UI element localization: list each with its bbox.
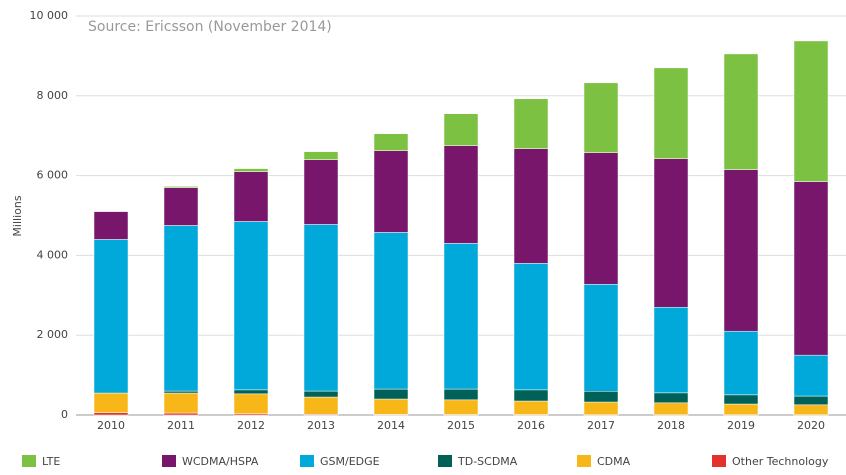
bar-segment [234, 221, 268, 389]
x-tick-label: 2012 [237, 419, 265, 432]
bar-segment [514, 401, 548, 415]
y-tick-label: 10 000 [30, 9, 69, 22]
bar-segment [304, 397, 338, 414]
x-tick-label: 2016 [517, 419, 545, 432]
x-tick-label: 2020 [797, 419, 825, 432]
bar-segment [304, 152, 338, 160]
x-tick-label: 2015 [447, 419, 475, 432]
x-tick-label: 2010 [97, 419, 125, 432]
bar-segment [724, 404, 758, 415]
bar-segment [444, 243, 478, 389]
x-tick-label: 2017 [587, 419, 615, 432]
bar-segment [584, 284, 618, 391]
legend-label: LTE [42, 455, 60, 468]
legend-label: CDMA [597, 455, 631, 468]
bar-segment [164, 186, 198, 187]
bar-segment [444, 146, 478, 244]
bar-segment [794, 355, 828, 396]
bar-segment [584, 391, 618, 402]
legend-label: TD-SCDMA [457, 455, 518, 468]
bar-segment [164, 188, 198, 226]
y-axis-label: Millions [11, 195, 24, 236]
bar-segment [444, 114, 478, 146]
bar-segment [304, 160, 338, 225]
bar-segment [724, 395, 758, 404]
bar-segment [724, 54, 758, 170]
bar-segment [514, 390, 548, 401]
bar-segment [794, 41, 828, 182]
bar-segment [794, 405, 828, 415]
y-tick-label: 6 000 [37, 169, 69, 182]
bar-segment [444, 400, 478, 415]
bar-segment [164, 225, 198, 391]
bar-segment [374, 151, 408, 233]
bar-segment [164, 413, 198, 415]
y-tick-label: 4 000 [37, 248, 69, 261]
bar-segment [514, 149, 548, 264]
annotation: Source: Ericsson (November 2014) [88, 19, 332, 35]
y-tick-label: 8 000 [37, 89, 69, 102]
legend-label: WCDMA/HSPA [182, 455, 259, 468]
legend-swatch [22, 455, 36, 467]
bar-segment [514, 263, 548, 389]
bar-segment [234, 172, 268, 222]
bar-segment [654, 403, 688, 415]
bar-segment [374, 399, 408, 414]
bar-segment [234, 169, 268, 172]
legend-label: Other Technology [732, 455, 829, 468]
x-tick-label: 2018 [657, 419, 685, 432]
x-tick-label: 2014 [377, 419, 405, 432]
y-tick-label: 2 000 [37, 328, 69, 341]
bar-segment [164, 391, 198, 393]
bar-segment [584, 402, 618, 415]
bar-segment [304, 224, 338, 391]
legend-swatch [300, 455, 314, 467]
legend-swatch [162, 455, 176, 467]
bar-segment [514, 99, 548, 149]
x-tick-label: 2019 [727, 419, 755, 432]
bar-segment [164, 393, 198, 413]
bar-segment [584, 153, 618, 285]
bar-segment [94, 393, 128, 413]
bar-segment [94, 413, 128, 415]
bar-segment [654, 68, 688, 159]
bar-segment [654, 307, 688, 393]
bar-segment [374, 134, 408, 151]
bar-segment [374, 232, 408, 389]
bar-segment [94, 212, 128, 240]
legend-swatch [577, 455, 591, 467]
legend-swatch [438, 455, 452, 467]
bar-segment [444, 389, 478, 400]
bar-segment [794, 396, 828, 405]
bar-segment [234, 390, 268, 394]
bar-segment [724, 170, 758, 332]
bar-segment [794, 182, 828, 356]
bar-segment [304, 391, 338, 397]
bar-segment [94, 239, 128, 393]
bar-segment [654, 159, 688, 308]
bar-segment [584, 83, 618, 153]
bar-segment [234, 394, 268, 414]
bar-segment [654, 393, 688, 403]
legend-swatch [712, 455, 726, 467]
x-tick-label: 2013 [307, 419, 335, 432]
bar-segment [374, 389, 408, 399]
x-tick-label: 2011 [167, 419, 195, 432]
legend-label: GSM/EDGE [320, 455, 380, 468]
y-tick-label: 0 [61, 408, 68, 421]
bar-segment [724, 331, 758, 395]
